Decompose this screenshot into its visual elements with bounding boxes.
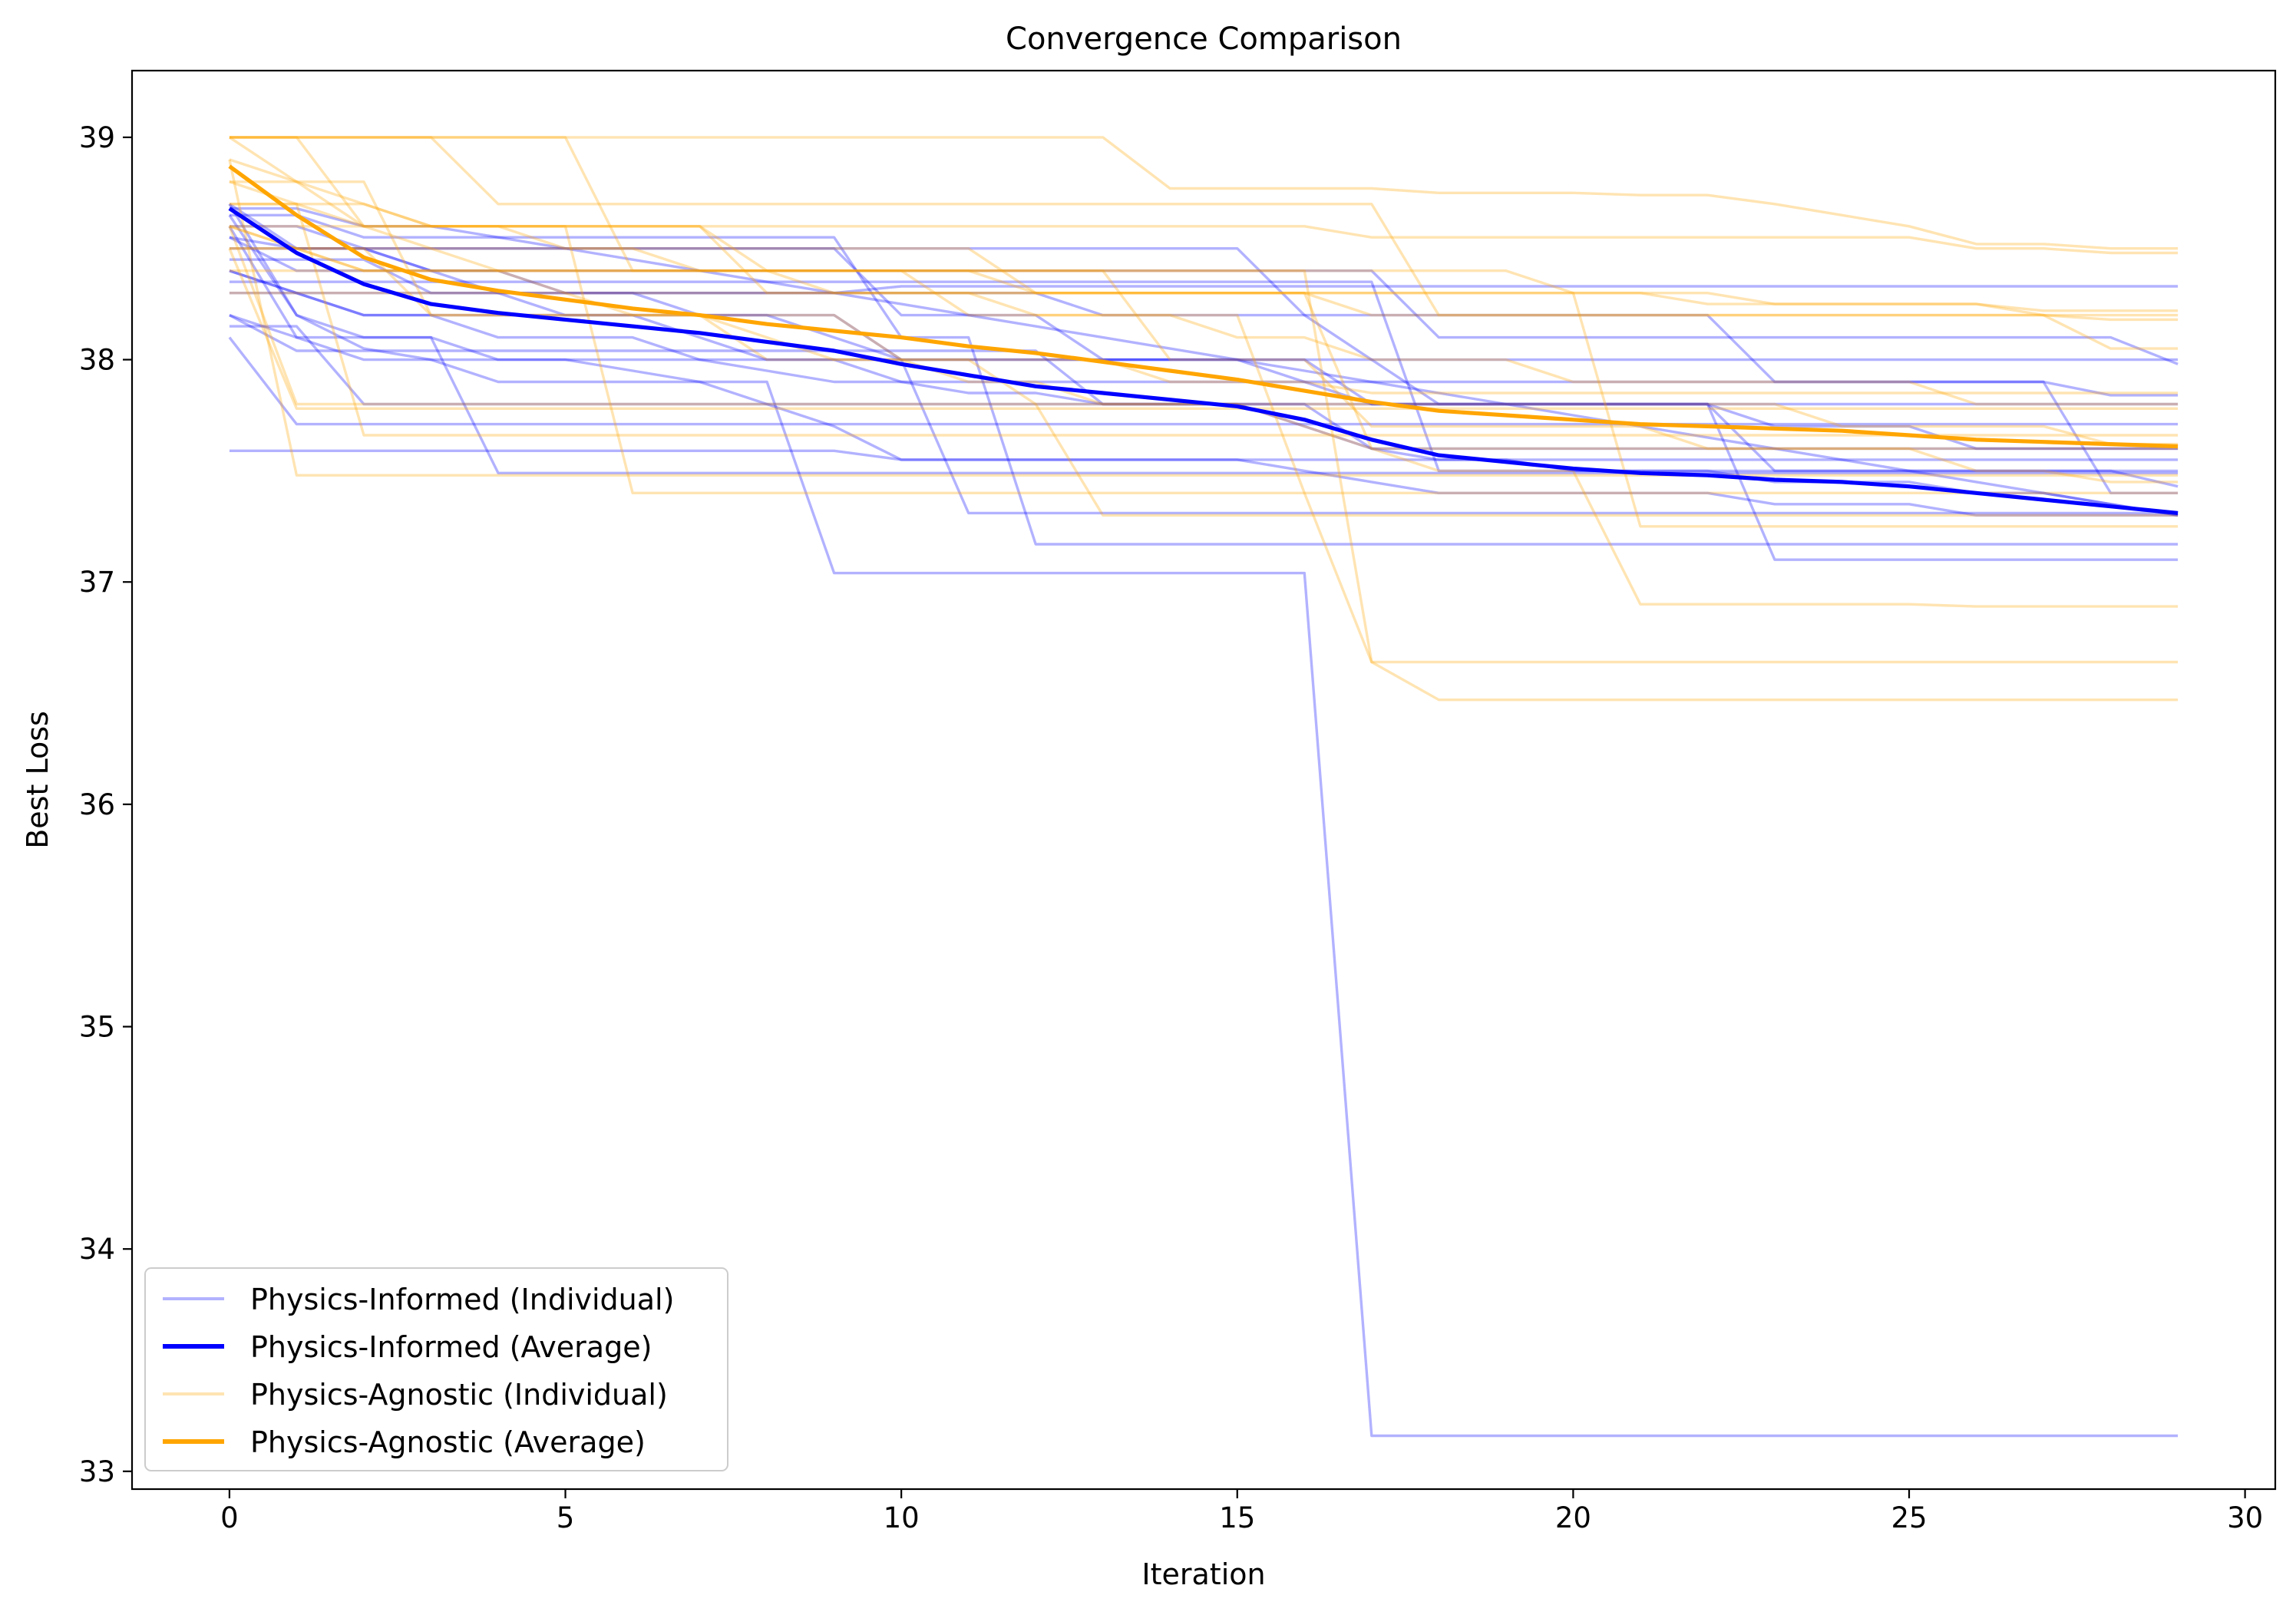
informed-individual-line-4 <box>229 449 2179 461</box>
agnostic-individual-line-26 <box>229 136 2179 317</box>
chart-title: Convergence Comparison <box>1006 21 1402 57</box>
agnostic-individual-line-24 <box>229 225 2179 702</box>
agnostic-individual-line-37 <box>229 247 2179 528</box>
legend-label-informed-average: Physics-Informed (Average) <box>250 1330 652 1364</box>
informed-individual-line-19 <box>229 280 2179 473</box>
agnostic-individual-line-29 <box>229 136 2179 494</box>
legend-label-agnostic-average: Physics-Agnostic (Average) <box>250 1425 646 1459</box>
informed-individual-line-5 <box>228 214 2179 1438</box>
informed-individual-line-16 <box>229 269 2179 561</box>
agnostic-individual-line-36 <box>229 158 2179 406</box>
informed-individual-line-13 <box>228 203 2179 488</box>
y-axis-ticks: 33 34 35 36 37 38 39 <box>79 121 132 1488</box>
agnostic-individual-line-33 <box>229 247 2179 395</box>
plot-frame <box>130 69 2277 1491</box>
agnostic-individual-line-38 <box>229 136 2179 350</box>
x-tick-label: 0 <box>220 1501 239 1534</box>
x-tick-label: 25 <box>1891 1501 1927 1534</box>
agnostic-average-line <box>228 164 2179 449</box>
x-tick-label: 10 <box>884 1501 920 1534</box>
y-tick-label: 35 <box>79 1011 115 1044</box>
informed-individual-line-10 <box>229 206 2179 517</box>
y-axis-label: Best Loss <box>21 711 55 849</box>
agnostic-individual-line-28 <box>229 203 2179 437</box>
x-tick-label: 5 <box>557 1501 575 1534</box>
agnostic-individual-line-30 <box>229 225 2179 322</box>
informed-individual-line-9 <box>229 236 2179 365</box>
agnostic-individual-line-23 <box>228 136 2179 664</box>
agnostic-individual-line-21 <box>229 225 2179 255</box>
chart-legend: Physics-Informed (Individual) Physics-In… <box>144 1267 728 1471</box>
informed-individual-line-8 <box>228 336 2179 426</box>
legend-box <box>144 1267 728 1471</box>
legend-label-informed-individual: Physics-Informed (Individual) <box>250 1283 674 1316</box>
y-tick-label: 36 <box>79 788 115 821</box>
informed-individual-line-14 <box>228 225 2179 474</box>
agnostic-individual-line-31 <box>229 180 2179 517</box>
agnostic-individual-line-22 <box>228 159 2179 477</box>
agnostic-individual-line-34 <box>229 203 2179 484</box>
informed-individual-line-12 <box>229 258 2179 362</box>
informed-average-line <box>228 206 2179 515</box>
x-axis-label: Iteration <box>1141 1557 1265 1591</box>
agnostic-individual-line-35 <box>229 269 2179 451</box>
agnostic-individual-line-27 <box>228 248 2179 410</box>
informed-individual-line-3 <box>229 313 2179 517</box>
informed-individual-line-18 <box>229 236 2179 494</box>
series-layer <box>228 136 2179 1438</box>
x-tick-label: 15 <box>1219 1501 1255 1534</box>
x-tick-label: 20 <box>1555 1501 1591 1534</box>
agnostic-individual-line-32 <box>229 292 2179 312</box>
y-tick-label: 33 <box>79 1455 115 1488</box>
informed-individual-line-6 <box>229 247 2179 397</box>
informed-individual-line-15 <box>229 213 2179 546</box>
y-tick-label: 38 <box>79 344 115 377</box>
informed-individual-line-7 <box>229 292 2179 515</box>
informed-individual-line-1 <box>229 225 2179 451</box>
y-tick-label: 37 <box>79 566 115 599</box>
legend-label-agnostic-individual: Physics-Agnostic (Individual) <box>250 1378 668 1412</box>
x-axis-ticks: 0 5 10 15 20 25 30 <box>220 1489 2263 1534</box>
informed-individual-line-2 <box>229 269 2179 295</box>
y-tick-label: 39 <box>79 121 115 154</box>
x-tick-label: 30 <box>2227 1501 2263 1534</box>
agnostic-individual-line-20 <box>229 136 2179 250</box>
y-tick-label: 34 <box>79 1233 115 1266</box>
